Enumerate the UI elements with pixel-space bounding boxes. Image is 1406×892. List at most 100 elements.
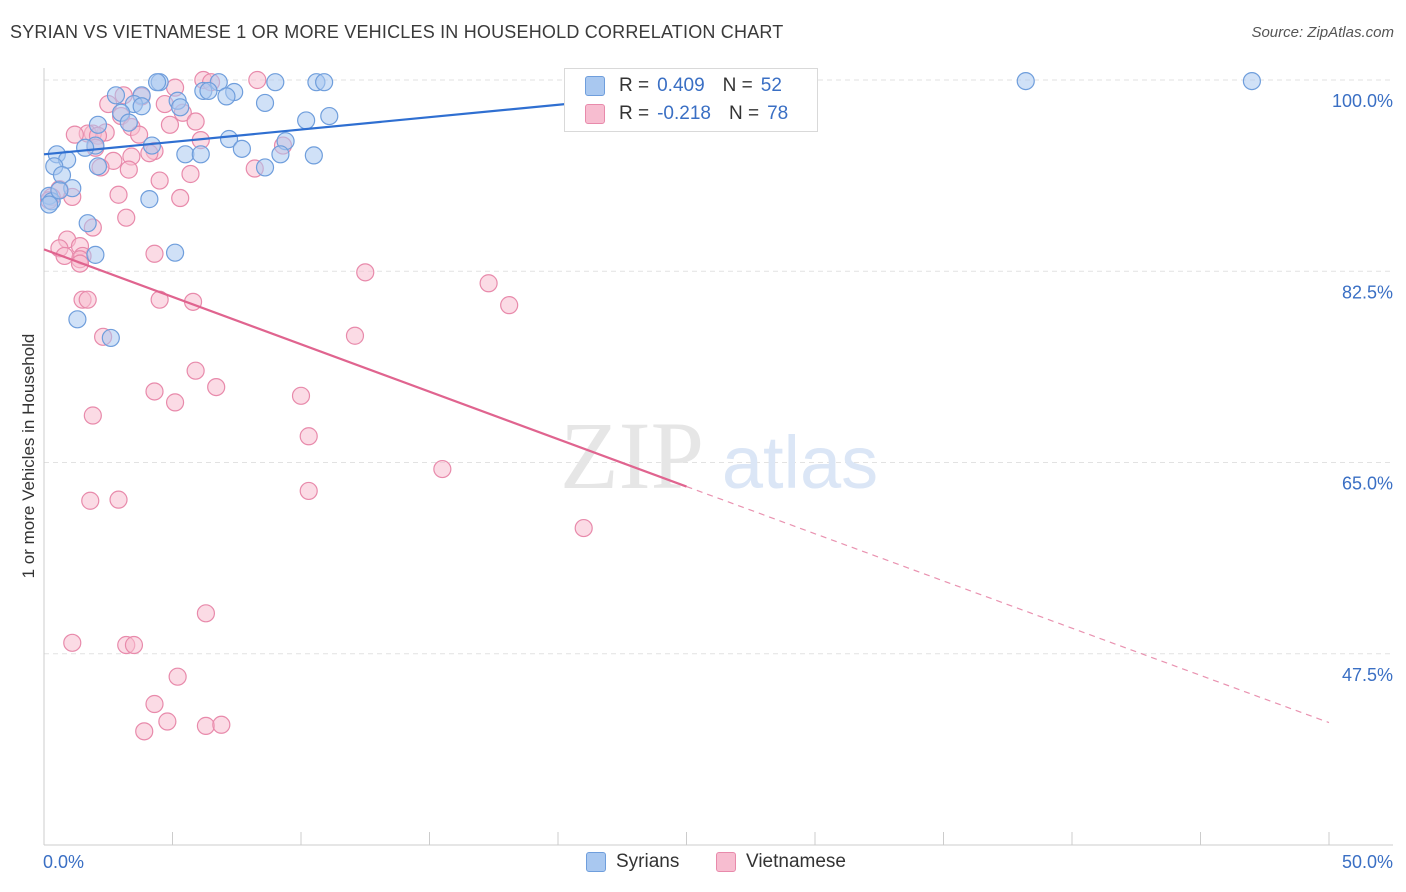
vietnamese-point bbox=[63, 633, 82, 652]
y-tick-labels: 100.0% 82.5% 65.0% 47.5% bbox=[1332, 91, 1393, 685]
syrians-point bbox=[199, 81, 218, 101]
vietnamese-point bbox=[165, 393, 185, 412]
stats-legend: R = 0.409 N = 52 R = -0.218 N = 78 bbox=[564, 68, 818, 132]
syrians-legend-icon bbox=[586, 852, 606, 872]
vietnamese-legend-label: Vietnamese bbox=[746, 851, 846, 872]
axes bbox=[43, 68, 1393, 846]
syrians-point bbox=[147, 73, 167, 92]
vietnamese-point bbox=[124, 635, 144, 655]
vietnamese-point bbox=[109, 490, 128, 509]
vietnamese-point bbox=[158, 712, 177, 731]
syrians-point bbox=[255, 158, 275, 177]
syrians-r-value: 0.409 bbox=[657, 75, 705, 96]
watermark-atlas: atlas bbox=[722, 421, 878, 504]
syrians-point bbox=[304, 146, 323, 165]
syrians-n-value: 52 bbox=[760, 75, 782, 96]
syrians-point bbox=[176, 145, 195, 164]
syrians-point bbox=[50, 181, 69, 200]
vietnamese-point bbox=[78, 290, 97, 309]
vietnamese-trend-extension bbox=[686, 485, 1330, 724]
vietnamese-point bbox=[81, 491, 100, 510]
vietnamese-point bbox=[196, 604, 216, 623]
syrians-point bbox=[68, 310, 87, 329]
syrians-point bbox=[1016, 71, 1035, 91]
vietnamese-r-label: R = bbox=[619, 103, 650, 124]
vietnamese-point bbox=[150, 171, 169, 190]
syrians-point bbox=[217, 87, 236, 106]
vietnamese-point bbox=[299, 427, 318, 446]
vietnamese-point bbox=[168, 667, 187, 686]
syrians-r-label: R = bbox=[619, 75, 650, 96]
vietnamese-point bbox=[291, 386, 311, 405]
y-tick-label: 47.5% bbox=[1342, 665, 1393, 685]
y-tick-label: 65.0% bbox=[1342, 474, 1393, 494]
vietnamese-point bbox=[109, 185, 128, 204]
syrians-point bbox=[132, 97, 151, 116]
syrians-point bbox=[106, 86, 126, 105]
watermark-zip: ZIP bbox=[560, 402, 704, 509]
source-label: Source: ZipAtlas.com bbox=[1251, 24, 1394, 41]
vietnamese-legend-icon bbox=[716, 852, 736, 872]
bottom-legend-syrians[interactable]: Syrians bbox=[586, 851, 679, 873]
vietnamese-point bbox=[433, 459, 452, 479]
vietnamese-point bbox=[500, 296, 519, 315]
legend-row-vietnamese: R = -0.218 N = 78 bbox=[585, 101, 806, 127]
vietnamese-r-value: -0.218 bbox=[657, 103, 711, 124]
vietnamese-point bbox=[186, 361, 205, 380]
y-tick-label: 100.0% bbox=[1332, 91, 1393, 111]
vietnamese-point bbox=[479, 274, 498, 293]
y-axis-label: 1 or more Vehicles in Household bbox=[19, 333, 38, 579]
x-tick-label-right: 50.0% bbox=[1341, 852, 1393, 872]
syrians-point bbox=[315, 73, 334, 92]
syrians-point bbox=[320, 106, 339, 126]
vietnamese-point bbox=[83, 406, 102, 425]
syrians-point bbox=[271, 145, 290, 164]
syrians-point bbox=[165, 243, 185, 262]
vietnamese-point bbox=[356, 263, 375, 282]
x-tick-label-left: 0.0% bbox=[43, 852, 85, 872]
syrians-legend-label: Syrians bbox=[616, 851, 680, 872]
vietnamese-point bbox=[181, 164, 200, 184]
bottom-legend-vietnamese[interactable]: Vietnamese bbox=[716, 851, 846, 873]
syrians-point bbox=[88, 115, 108, 134]
vietnamese-point bbox=[65, 125, 84, 144]
vietnamese-point bbox=[212, 715, 231, 734]
syrians-point bbox=[86, 245, 105, 264]
syrians-point bbox=[266, 73, 285, 92]
vietnamese-point bbox=[145, 244, 164, 263]
vietnamese-swatch-icon bbox=[585, 104, 605, 124]
syrians-point bbox=[297, 111, 316, 130]
syrians-n-label: N = bbox=[722, 75, 753, 96]
vietnamese-point bbox=[299, 481, 318, 501]
syrians-point bbox=[119, 113, 138, 132]
syrians-point bbox=[78, 214, 97, 233]
syrians-point bbox=[1242, 71, 1262, 91]
vietnamese-n-value: 78 bbox=[767, 103, 789, 124]
vietnamese-point bbox=[186, 112, 205, 131]
vietnamese-n-label: N = bbox=[728, 103, 760, 124]
vietnamese-point bbox=[145, 382, 164, 401]
syrians-point bbox=[191, 145, 210, 164]
syrians-point bbox=[40, 195, 59, 214]
vietnamese-point bbox=[145, 694, 164, 714]
vietnamese-point bbox=[248, 70, 267, 90]
vietnamese-point bbox=[129, 125, 149, 144]
syrians-point bbox=[101, 328, 120, 348]
syrians-point bbox=[88, 157, 108, 176]
vietnamese-points bbox=[40, 70, 593, 741]
vietnamese-point bbox=[135, 722, 154, 741]
syrians-point bbox=[171, 98, 190, 117]
vietnamese-point bbox=[574, 518, 593, 538]
syrians-point bbox=[76, 138, 95, 157]
vietnamese-point bbox=[345, 326, 365, 345]
syrians-point bbox=[255, 93, 275, 113]
vietnamese-point bbox=[196, 716, 216, 735]
legend-row-syrians: R = 0.409 N = 52 bbox=[585, 73, 800, 99]
vietnamese-point bbox=[171, 188, 190, 208]
vietnamese-point bbox=[119, 160, 138, 179]
syrians-point bbox=[219, 129, 239, 149]
y-tick-label: 82.5% bbox=[1342, 282, 1393, 302]
vietnamese-point bbox=[117, 208, 136, 227]
watermark: ZIP atlas bbox=[560, 402, 878, 509]
